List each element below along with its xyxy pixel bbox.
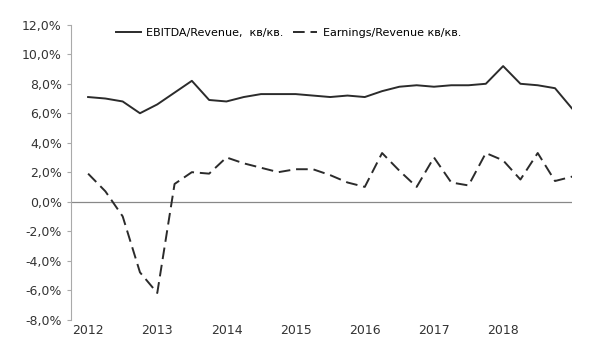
EBITDA/Revenue,  кв/кв. — [465, 83, 472, 87]
EBITDA/Revenue,  кв/кв. — [136, 111, 143, 115]
Earnings/Revenue кв/кв. — [552, 179, 559, 183]
Earnings/Revenue кв/кв. — [223, 155, 230, 160]
EBITDA/Revenue,  кв/кв. — [171, 91, 178, 95]
Earnings/Revenue кв/кв. — [205, 171, 212, 176]
Earnings/Revenue кв/кв. — [171, 182, 178, 186]
Line: Earnings/Revenue кв/кв.: Earnings/Revenue кв/кв. — [88, 153, 590, 293]
EBITDA/Revenue,  кв/кв. — [413, 83, 420, 87]
Earnings/Revenue кв/кв. — [188, 170, 195, 174]
Line: EBITDA/Revenue,  кв/кв.: EBITDA/Revenue, кв/кв. — [88, 66, 590, 113]
EBITDA/Revenue,  кв/кв. — [292, 92, 299, 96]
EBITDA/Revenue,  кв/кв. — [552, 86, 559, 90]
EBITDA/Revenue,  кв/кв. — [102, 96, 109, 100]
Earnings/Revenue кв/кв. — [102, 189, 109, 193]
Earnings/Revenue кв/кв. — [482, 151, 489, 155]
EBITDA/Revenue,  кв/кв. — [205, 98, 212, 102]
Earnings/Revenue кв/кв. — [413, 185, 420, 189]
EBITDA/Revenue,  кв/кв. — [586, 95, 590, 99]
EBITDA/Revenue,  кв/кв. — [275, 92, 282, 96]
Earnings/Revenue кв/кв. — [136, 270, 143, 274]
Earnings/Revenue кв/кв. — [448, 180, 455, 185]
EBITDA/Revenue,  кв/кв. — [448, 83, 455, 87]
EBITDA/Revenue,  кв/кв. — [119, 99, 126, 104]
Earnings/Revenue кв/кв. — [327, 173, 334, 177]
Earnings/Revenue кв/кв. — [84, 171, 91, 176]
Earnings/Revenue кв/кв. — [586, 166, 590, 170]
EBITDA/Revenue,  кв/кв. — [154, 102, 161, 106]
EBITDA/Revenue,  кв/кв. — [344, 93, 351, 98]
EBITDA/Revenue,  кв/кв. — [517, 82, 524, 86]
EBITDA/Revenue,  кв/кв. — [431, 84, 438, 89]
EBITDA/Revenue,  кв/кв. — [257, 92, 264, 96]
Earnings/Revenue кв/кв. — [534, 151, 541, 155]
EBITDA/Revenue,  кв/кв. — [223, 99, 230, 104]
Earnings/Revenue кв/кв. — [292, 167, 299, 171]
Earnings/Revenue кв/кв. — [309, 167, 316, 171]
EBITDA/Revenue,  кв/кв. — [569, 107, 576, 111]
Earnings/Revenue кв/кв. — [465, 183, 472, 187]
Earnings/Revenue кв/кв. — [275, 170, 282, 174]
Earnings/Revenue кв/кв. — [154, 291, 161, 295]
EBITDA/Revenue,  кв/кв. — [482, 82, 489, 86]
EBITDA/Revenue,  кв/кв. — [84, 95, 91, 99]
Earnings/Revenue кв/кв. — [344, 180, 351, 185]
EBITDA/Revenue,  кв/кв. — [534, 83, 541, 87]
EBITDA/Revenue,  кв/кв. — [188, 79, 195, 83]
Earnings/Revenue кв/кв. — [379, 151, 386, 155]
EBITDA/Revenue,  кв/кв. — [361, 95, 368, 99]
Earnings/Revenue кв/кв. — [500, 158, 507, 163]
EBITDA/Revenue,  кв/кв. — [240, 95, 247, 99]
Earnings/Revenue кв/кв. — [431, 155, 438, 160]
EBITDA/Revenue,  кв/кв. — [379, 89, 386, 93]
Earnings/Revenue кв/кв. — [119, 214, 126, 218]
EBITDA/Revenue,  кв/кв. — [500, 64, 507, 68]
Earnings/Revenue кв/кв. — [396, 169, 403, 173]
Earnings/Revenue кв/кв. — [517, 178, 524, 182]
EBITDA/Revenue,  кв/кв. — [309, 93, 316, 98]
Earnings/Revenue кв/кв. — [569, 174, 576, 179]
Legend: EBITDA/Revenue,  кв/кв., Earnings/Revenue кв/кв.: EBITDA/Revenue, кв/кв., Earnings/Revenue… — [116, 27, 461, 38]
Earnings/Revenue кв/кв. — [361, 185, 368, 189]
Earnings/Revenue кв/кв. — [240, 161, 247, 165]
Earnings/Revenue кв/кв. — [257, 166, 264, 170]
EBITDA/Revenue,  кв/кв. — [396, 84, 403, 89]
EBITDA/Revenue,  кв/кв. — [327, 95, 334, 99]
